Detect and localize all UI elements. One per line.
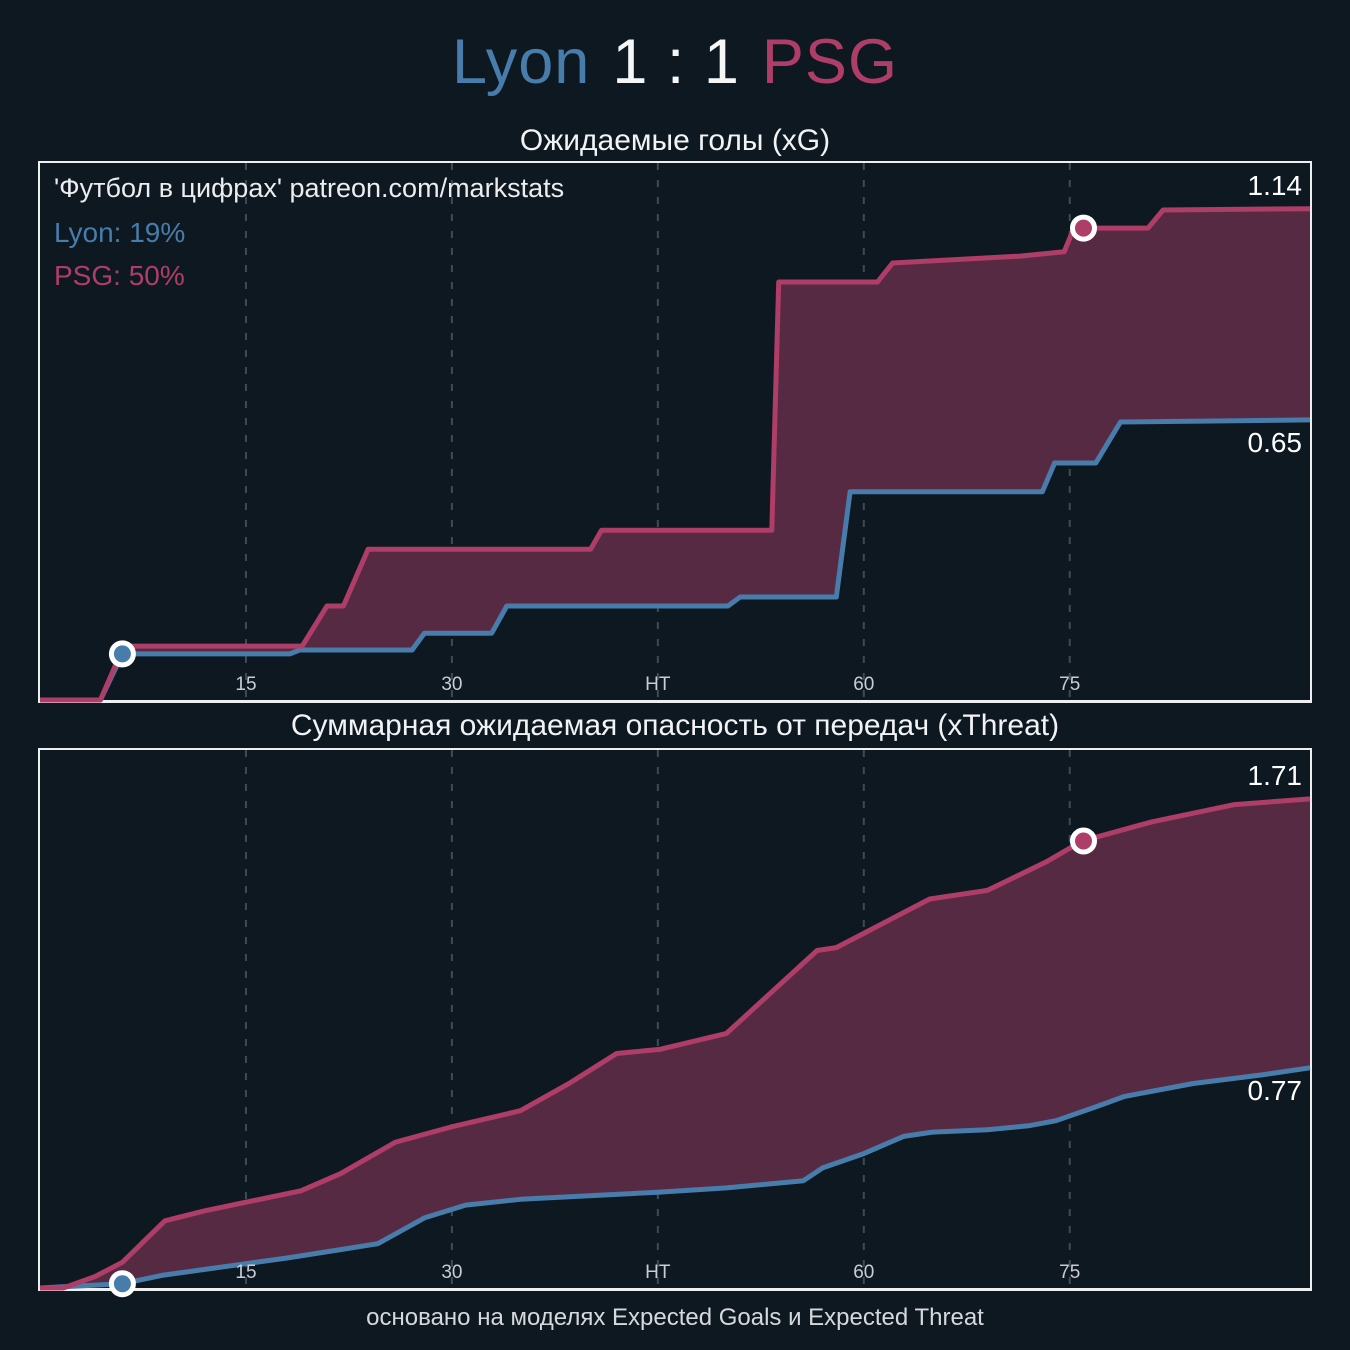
lyon-goal-marker <box>108 640 136 668</box>
xthreat-chart: 15 30 HT 60 75 1.71 0.77 <box>38 748 1312 1298</box>
watermark: 'Футбол в цифрах' patreon.com/markstats <box>54 173 565 203</box>
footer-note: основано на моделях Expected Goals и Exp… <box>366 1304 984 1331</box>
home-final-xg: 0.65 <box>1247 426 1303 458</box>
home-team-name: Lyon <box>452 27 591 97</box>
x-tick-label: HT <box>645 1262 671 1283</box>
x-tick-label: 75 <box>1059 1262 1080 1283</box>
x-tick-label: HT <box>645 674 671 695</box>
psg-goal-marker <box>1070 214 1097 242</box>
x-tick-label: 60 <box>853 1262 874 1283</box>
away-final-xg: 1.14 <box>1247 169 1303 201</box>
match-score: 1 : 1 <box>612 27 740 97</box>
xg-chart: 15 30 HT 60 75 'Футбол в цифрах' patreon.com… <box>38 161 1312 703</box>
away-team-name: PSG <box>761 27 898 97</box>
legend-away-xg-share: PSG: 50% <box>54 260 185 291</box>
legend-home-xg-share: Lyon: 19% <box>54 217 186 248</box>
lyon-goal-marker <box>108 1270 136 1298</box>
x-tick-label: 30 <box>441 674 462 695</box>
psg-goal-marker <box>1070 827 1097 855</box>
away-final-xthreat: 1.71 <box>1247 759 1303 791</box>
x-tick-label: 15 <box>235 674 256 695</box>
x-tick-label: 15 <box>235 1262 256 1283</box>
xthreat-chart-title: Суммарная ожидаемая опасность от передач… <box>290 709 1060 742</box>
x-tick-label: 75 <box>1059 674 1080 695</box>
home-final-xthreat: 0.77 <box>1247 1074 1303 1106</box>
lyon-line <box>39 1065 1311 1291</box>
match-title: Lyon 1 : 1 PSG <box>0 26 1350 98</box>
lyon-line <box>40 417 1311 703</box>
xthreat-chart-canvas: 15 30 HT 60 75 <box>39 750 1311 1298</box>
psg-line <box>40 796 1311 1291</box>
x-tick-label: 30 <box>441 1262 462 1283</box>
area-fill <box>40 208 1310 700</box>
xg-chart-title: Ожидаемые голы (xG) <box>519 124 831 157</box>
xg-chart-canvas: 15 30 HT 60 75 <box>40 163 1311 703</box>
x-tick-label: 60 <box>853 674 874 695</box>
